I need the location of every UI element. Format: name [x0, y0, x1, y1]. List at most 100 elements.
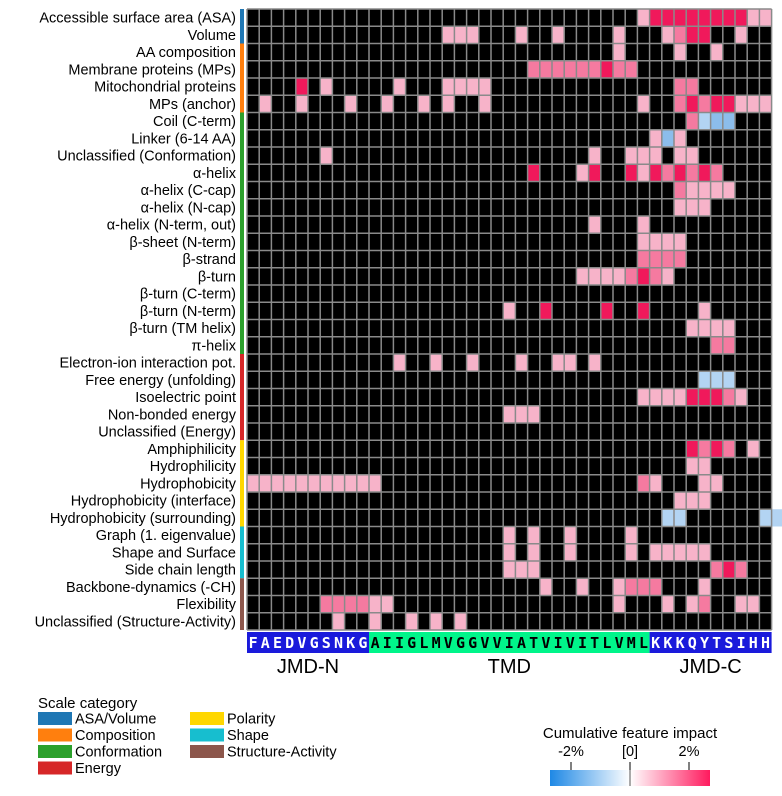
heatmap-cell	[661, 26, 674, 44]
heatmap-cell	[405, 612, 418, 630]
residue-letter: G	[468, 634, 477, 652]
heatmap-cell	[552, 354, 565, 372]
row-label: β-turn (N-term)	[140, 304, 236, 320]
row-label: α-helix	[193, 166, 237, 182]
heatmap-cell	[686, 9, 699, 27]
heatmap-cell	[637, 474, 650, 492]
heatmap-cell	[698, 388, 711, 406]
residue-letter: L	[639, 634, 648, 652]
category-bar	[240, 43, 244, 113]
heatmap-cell	[661, 9, 674, 27]
heatmap-cell	[674, 164, 687, 182]
category-bar	[240, 440, 244, 527]
heatmap-cell	[576, 267, 589, 285]
heatmap-cell	[686, 26, 699, 44]
heatmap-cell	[649, 543, 662, 561]
residue-letter: E	[273, 634, 282, 652]
heatmap-cell	[722, 9, 735, 27]
heatmap-cell	[527, 526, 540, 544]
row-label: β-turn (C-term)	[140, 287, 236, 303]
row-label: Graph (1. eigenvalue)	[96, 528, 236, 544]
heatmap-cell	[613, 26, 626, 44]
row-label: AA composition	[136, 45, 236, 61]
heatmap-cell	[515, 354, 528, 372]
heatmap-cell	[637, 267, 650, 285]
row-label: Free energy (unfolding)	[85, 373, 236, 389]
heatmap-cell	[637, 302, 650, 320]
heatmap-cell	[320, 147, 333, 165]
heatmap-cell	[722, 181, 735, 199]
heatmap-cell	[661, 509, 674, 527]
row-label: Unclassified (Energy)	[98, 425, 236, 441]
heatmap-cell	[552, 60, 565, 78]
heatmap-cell	[515, 561, 528, 579]
category-bars	[240, 9, 244, 630]
residue-letter: V	[493, 634, 502, 652]
heatmap-cell	[674, 26, 687, 44]
heatmap-cell	[710, 181, 723, 199]
residue-letter: I	[554, 634, 563, 652]
heatmap-cell	[710, 336, 723, 354]
legend-swatch	[38, 761, 72, 775]
row-label: Hydrophobicity	[140, 476, 237, 492]
heatmap-cell	[722, 388, 735, 406]
heatmap-cell	[637, 578, 650, 596]
heatmap-cell	[698, 319, 711, 337]
heatmap-cell	[674, 9, 687, 27]
sequence-segment	[369, 632, 650, 653]
heatmap-cell	[735, 9, 748, 27]
row-label: Unclassified (Structure-Activity)	[35, 614, 236, 630]
heatmap-cell	[661, 267, 674, 285]
heatmap-cell	[735, 561, 748, 579]
heatmap-cell	[710, 112, 723, 130]
heatmap-cell	[552, 26, 565, 44]
row-label: Electron-ion interaction pot.	[59, 356, 236, 372]
residue-letter: V	[615, 634, 624, 652]
row-label: Coil (C-term)	[153, 114, 236, 130]
heatmap-cell	[527, 543, 540, 561]
legend-label: Structure-Activity	[227, 745, 337, 761]
legend-label: Shape	[227, 728, 269, 744]
heatmap-cell	[564, 60, 577, 78]
heatmap-cell	[515, 26, 528, 44]
heatmap-cell	[674, 43, 687, 61]
heatmap-cell	[698, 492, 711, 510]
residue-letter: D	[285, 634, 294, 652]
heatmap-cell	[698, 9, 711, 27]
heatmap-cell	[247, 474, 260, 492]
colorbar-tick-label: -2%	[558, 744, 584, 760]
residue-letter: T	[590, 634, 599, 652]
category-bar	[240, 354, 244, 441]
heatmap-cell	[698, 164, 711, 182]
heatmap-cell	[588, 60, 601, 78]
heatmap-cell	[613, 60, 626, 78]
heatmap-cell	[613, 43, 626, 61]
heatmap-cell	[686, 388, 699, 406]
heatmap-cell	[625, 578, 638, 596]
heatmap-cell	[674, 388, 687, 406]
row-label: Backbone-dynamics (-CH)	[66, 580, 236, 596]
heatmap-cell	[344, 595, 357, 613]
heatmap-cell	[295, 78, 308, 96]
heatmap-cell	[710, 95, 723, 113]
residue-letter: G	[456, 634, 465, 652]
scale-category-legend: Scale category ASA/VolumeCompositionConf…	[38, 695, 337, 777]
heatmap-cell	[710, 474, 723, 492]
heatmap-cell	[771, 509, 782, 527]
residue-letter: V	[480, 634, 489, 652]
heatmap-cell	[698, 457, 711, 475]
heatmap-cell	[661, 129, 674, 147]
heatmap-cell	[503, 302, 516, 320]
heatmap-cell	[686, 95, 699, 113]
heatmap-cell	[710, 9, 723, 27]
legend-swatch	[190, 728, 224, 742]
heatmap-cell	[564, 526, 577, 544]
heatmap-cell	[698, 440, 711, 458]
heatmap-cell	[588, 147, 601, 165]
heatmap-cell	[625, 164, 638, 182]
heatmap-cell	[478, 78, 491, 96]
row-label: Hydrophilicity	[150, 459, 237, 475]
heatmap-cell	[698, 578, 711, 596]
residue-letter: M	[627, 634, 636, 652]
